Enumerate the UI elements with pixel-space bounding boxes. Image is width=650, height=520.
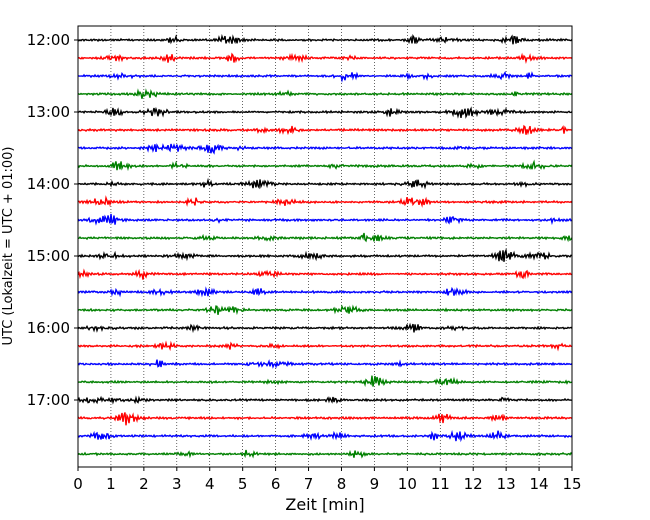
x-tick-label: 5	[238, 475, 248, 493]
x-tick-label: 0	[73, 475, 83, 493]
seismic-trace-row-23	[77, 449, 573, 459]
seismic-trace-row-9	[77, 195, 573, 208]
plot-frame	[77, 25, 573, 468]
seismic-trace-row-15	[77, 304, 573, 316]
x-tick-label: 1	[106, 475, 116, 493]
x-tick-label: 11	[431, 475, 450, 493]
seismic-trace-row-16	[77, 322, 573, 334]
seismic-trace-row-6	[77, 143, 573, 155]
x-tick-label: 8	[337, 475, 347, 493]
y-tick-label: 15:00	[27, 247, 70, 265]
x-tick-label: 12	[464, 475, 483, 493]
y-tick-label: 17:00	[27, 391, 70, 409]
y-axis-ticks: 12:00 13:00 14:00 15:00 16:00 17:00	[27, 31, 78, 409]
seismic-trace-row-22	[77, 429, 573, 443]
x-tick-label: 13	[497, 475, 516, 493]
seismic-trace-row-10	[77, 213, 573, 226]
x-tick-label: 4	[205, 475, 215, 493]
y-tick-label: 12:00	[27, 31, 70, 49]
x-axis-ticks: 0 1 2 3 4 5 6 7 8 9 10 11 12 13 14 15	[73, 467, 582, 493]
y-tick-label: 16:00	[27, 319, 70, 337]
x-tick-label: 10	[398, 475, 417, 493]
x-tick-label: 14	[530, 475, 549, 493]
seismic-trace-row-19	[77, 375, 573, 388]
seismic-trace-row-0	[77, 33, 573, 45]
seismic-trace-row-20	[77, 395, 573, 405]
x-tick-label: 15	[562, 475, 581, 493]
seismic-trace-row-2	[77, 70, 573, 83]
seismic-trace-row-17	[77, 340, 573, 352]
seismic-trace-row-13	[77, 268, 573, 280]
trace-group	[77, 33, 573, 459]
seismic-trace-row-14	[77, 286, 573, 298]
y-axis-label: UTC (Lokalzeit = UTC + 01:00)	[1, 147, 16, 346]
x-axis-label: Zeit [min]	[285, 495, 364, 514]
seismic-trace-row-7	[77, 159, 573, 172]
x-tick-label: 6	[271, 475, 281, 493]
x-tick-label: 7	[304, 475, 314, 493]
y-tick-label: 14:00	[27, 175, 70, 193]
seismic-trace-row-1	[77, 52, 573, 65]
seismic-trace-row-12	[77, 247, 573, 262]
seismic-trace-row-5	[77, 124, 573, 136]
seismic-trace-row-8	[77, 177, 573, 190]
x-tick-label: 9	[370, 475, 380, 493]
seismic-trace-row-4	[77, 106, 573, 119]
y-tick-label: 13:00	[27, 103, 70, 121]
seismic-trace-row-11	[77, 232, 573, 243]
x-tick-label: 2	[139, 475, 149, 493]
seismic-trace-row-18	[77, 359, 573, 369]
x-tick-label: 3	[172, 475, 182, 493]
seismic-trace-row-3	[77, 88, 573, 99]
seismic-trace-row-21	[77, 412, 573, 426]
